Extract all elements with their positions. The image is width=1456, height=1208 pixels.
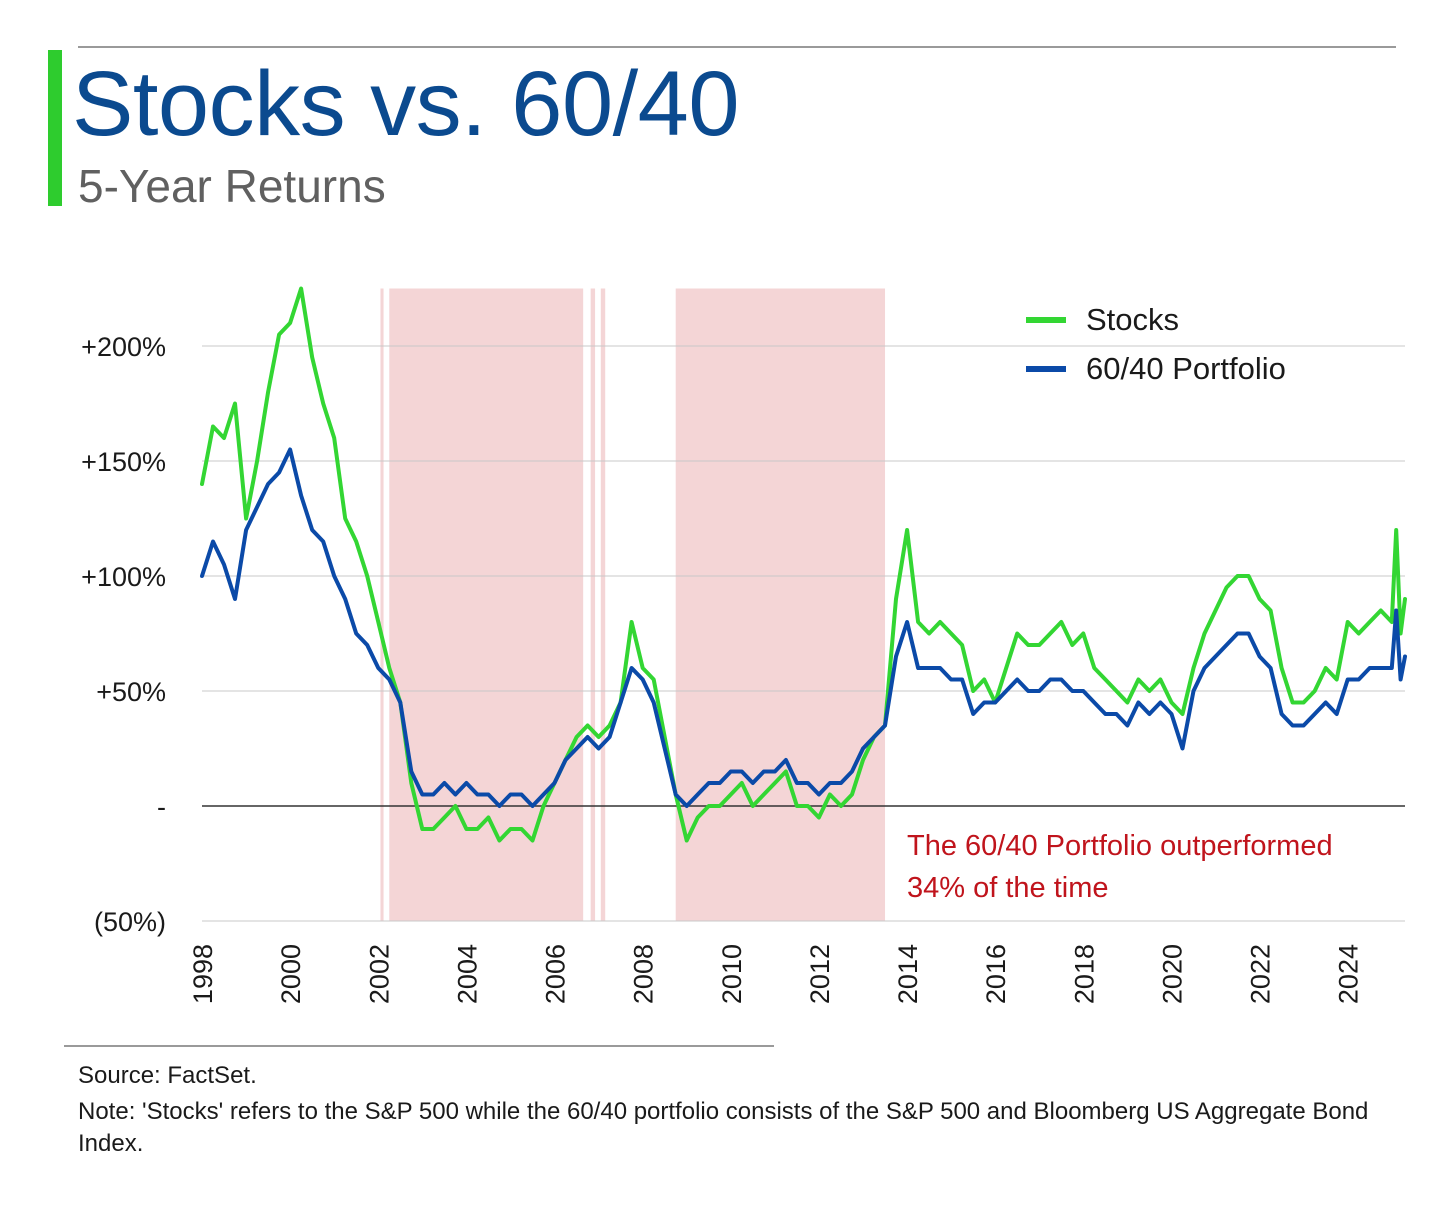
annotation-line-1: The 60/40 Portfolio outperformed	[907, 830, 1333, 862]
x-tick-label: 2014	[893, 944, 923, 1004]
series-line-portfolio	[200, 447, 1407, 808]
chart-title: Stocks vs. 60/40	[72, 53, 740, 155]
x-tick-label: 2022	[1246, 944, 1276, 1004]
footnote: Note: 'Stocks' refers to the S&P 500 whi…	[78, 1098, 1369, 1157]
legend-label-stocks: Stocks	[1086, 302, 1179, 337]
line-chart: +200% +150% +100% +50% - (50%) 1998 2000 2002 200…	[81, 286, 1407, 1004]
shaded-period-3	[600, 288, 606, 921]
x-tick-label: 2020	[1157, 944, 1187, 1004]
y-tick-label: +150%	[81, 447, 166, 477]
source-note: Source: FactSet.	[78, 1062, 257, 1089]
x-tick-label: 2000	[276, 944, 306, 1004]
top-rule	[78, 46, 1396, 48]
legend-label-portfolio: 60/40 Portfolio	[1086, 351, 1286, 386]
shaded-period-2	[590, 288, 596, 921]
x-tick-label: 2008	[629, 944, 659, 1004]
series-lines	[200, 286, 1407, 843]
shaded-period-4	[675, 288, 886, 921]
chart-subtitle: 5-Year Returns	[78, 160, 386, 212]
x-tick-label: 2016	[981, 944, 1011, 1004]
shaded-periods	[380, 288, 886, 921]
x-tick-label: 2002	[364, 944, 394, 1004]
x-tick-label: 2010	[717, 944, 747, 1004]
annotation: The 60/40 Portfolio outperformed 34% of …	[907, 830, 1333, 904]
axes: +200% +150% +100% +50% - (50%) 1998 2000 2002 200…	[81, 332, 1364, 1004]
y-tick-label: (50%)	[94, 907, 166, 937]
x-tick-label: 2006	[541, 944, 571, 1004]
x-tick-label: 2012	[805, 944, 835, 1004]
x-tick-label: 1998	[188, 944, 218, 1004]
y-tick-label: +100%	[81, 562, 166, 592]
title-accent-bar	[48, 50, 62, 206]
x-tick-label: 2004	[452, 944, 482, 1004]
y-tick-label: +200%	[81, 332, 166, 362]
x-tick-label: 2024	[1334, 944, 1364, 1004]
y-tick-label: +50%	[96, 677, 166, 707]
footer-rule	[64, 1045, 774, 1047]
shaded-period-1	[389, 288, 584, 921]
x-tick-label: 2018	[1069, 944, 1099, 1004]
annotation-line-2: 34% of the time	[907, 872, 1109, 904]
y-tick-label: -	[157, 792, 166, 822]
legend: Stocks 60/40 Portfolio	[1026, 302, 1286, 386]
shaded-period-0	[380, 288, 384, 921]
